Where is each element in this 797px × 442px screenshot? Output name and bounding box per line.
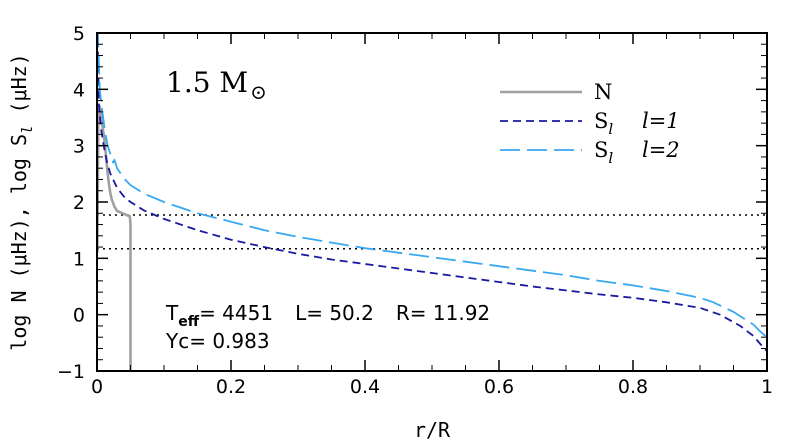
x-tick-label-4: 0.8 [618,376,648,398]
y-tick-label-1: 0 [73,305,85,327]
legend: N Sl l=1Sl l=2 [500,80,680,167]
x-tick-label-0: 0 [91,376,103,398]
y-tick-label-5: 4 [73,79,85,101]
stellar-params-line-2: Yc= 0.983 [165,329,270,353]
series-line-1 [97,38,767,352]
y-tick-label-6: 5 [73,23,85,45]
plot-frame [96,32,768,372]
x-tick-label-1: 0.2 [216,376,246,398]
legend-label-1: Sl l=1 [594,109,680,138]
y-tick-label-2: 1 [73,248,85,270]
x-tick-label-3: 0.6 [484,376,514,398]
x-tick-label-5: 1 [761,376,773,398]
tick-labels: 0 0.2 0.4 0.6 0.8 1 −1 0 1 2 3 4 5 [57,23,773,398]
y-axis-label: log N (μHz), log Sl (μHz) [7,53,36,350]
x-tick-label-2: 0.4 [350,376,380,398]
legend-label-2: Sl l=2 [594,138,680,167]
stellar-params-line-1: Teff= 4451 L= 50.2 R= 11.92 [165,301,490,330]
y-tick-label-0: −1 [57,361,85,383]
series-line-0 [97,104,132,371]
x-axis-label: r/R [414,418,451,442]
reference-lines [97,214,767,250]
series-layer [97,33,767,371]
legend-label-0: N [594,80,612,104]
y-tick-label-3: 2 [73,192,85,214]
mass-label: 1.5 M ⊙ [166,66,267,104]
y-tick-label-4: 3 [73,136,85,158]
series-line-2 [97,33,767,338]
